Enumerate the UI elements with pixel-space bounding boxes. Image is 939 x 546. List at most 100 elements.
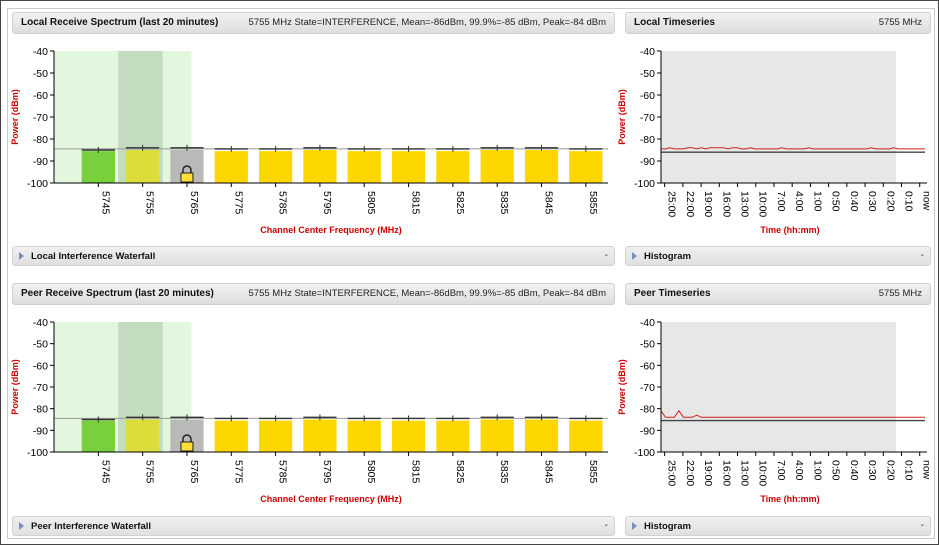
x-tick-label: 0:30 (866, 460, 878, 481)
spectrum-bar (569, 151, 603, 183)
peer-timeseries-header: Peer Timeseries 5755 MHz (625, 283, 931, 305)
x-tick-label: 0:20 (884, 191, 896, 212)
x-tick-label: 10:00 (757, 460, 769, 486)
spectrum-bar (126, 150, 160, 183)
x-tick-label: 22:00 (684, 191, 696, 217)
local-timeseries-freq: 5755 MHz (878, 17, 922, 28)
y-tick-label: -60 (33, 360, 48, 372)
spectrum-bar (524, 150, 559, 183)
local-histogram-toggle[interactable]: Histogram - (625, 246, 931, 266)
x-axis-label: Channel Center Frequency (MHz) (260, 225, 402, 235)
peer-histogram-toggle[interactable]: Histogram - (625, 516, 931, 536)
peer-timeseries-title: Peer Timeseries (634, 288, 711, 299)
y-tick-label: -70 (640, 382, 655, 394)
peer-waterfall-toggle[interactable]: Peer Interference Waterfall - (12, 516, 615, 536)
x-tick-label: 1:00 (811, 460, 823, 481)
spectrum-bar (303, 419, 337, 452)
x-tick-label: 5845 (543, 460, 555, 484)
history-area (661, 51, 897, 183)
x-tick-label: 0:50 (830, 460, 842, 481)
x-tick-label: 16:00 (720, 460, 732, 486)
y-tick-label: -40 (640, 317, 655, 329)
y-tick-label: -80 (640, 134, 655, 146)
collapse-dash: - (920, 520, 924, 531)
y-tick-label: -90 (640, 425, 655, 437)
spectrum-bar (303, 150, 337, 183)
y-axis-label: Power (dBm) (617, 359, 627, 415)
x-axis-label: Channel Center Frequency (MHz) (260, 494, 402, 504)
peak-series-line (660, 409, 925, 418)
y-tick-label: -40 (640, 46, 655, 58)
x-tick-label: 0:10 (902, 460, 914, 481)
x-tick-label: 0:40 (848, 191, 860, 212)
y-tick-label: -50 (33, 339, 48, 351)
spectrum-bar (436, 151, 470, 183)
y-tick-label: -60 (640, 360, 655, 372)
peer-spectrum-header: Peer Receive Spectrum (last 20 minutes) … (12, 283, 615, 305)
expand-triangle-icon (632, 252, 637, 260)
y-tick-label: -90 (33, 425, 48, 437)
history-area (661, 322, 897, 452)
y-tick-label: -50 (640, 68, 655, 80)
x-tick-label: 5755 (144, 460, 156, 484)
x-tick-label: 5835 (498, 460, 510, 484)
x-tick-label: 5825 (454, 460, 466, 484)
spectrum-bar (214, 420, 248, 452)
x-tick-label: 5825 (454, 191, 466, 215)
y-tick-label: -70 (33, 112, 48, 124)
x-tick-label: 22:00 (684, 460, 696, 486)
local-spectrum-title: Local Receive Spectrum (last 20 minutes) (21, 17, 219, 28)
spectrum-bar (569, 420, 603, 452)
local-histogram-label: Histogram (644, 251, 691, 262)
x-tick-label: 5765 (188, 191, 200, 215)
x-tick-label: 5805 (365, 191, 377, 215)
x-tick-label: 5815 (410, 191, 422, 215)
x-tick-label: 4:00 (793, 460, 805, 481)
x-tick-label: 25:00 (666, 460, 678, 486)
expand-triangle-icon (19, 252, 24, 260)
y-tick-label: -40 (33, 46, 48, 58)
x-tick-label: 5845 (543, 191, 555, 215)
y-tick-label: -60 (33, 90, 48, 102)
spectrum-bar (480, 419, 514, 452)
spectrum-bar (391, 151, 426, 183)
spectrum-bar (524, 419, 559, 452)
x-tick-label: 16:00 (720, 191, 732, 217)
x-tick-label: 5855 (587, 191, 599, 215)
spectrum-bar (347, 151, 381, 183)
spectrum-panel-inner (7, 8, 935, 539)
expand-triangle-icon (632, 522, 637, 530)
x-tick-label: 4:00 (793, 191, 805, 212)
y-tick-label: -90 (640, 156, 655, 168)
spectrum-bar (214, 151, 248, 183)
spectrum-bar (81, 420, 115, 452)
x-tick-label: 5775 (232, 460, 244, 484)
x-axis-label: Time (hh:mm) (760, 494, 819, 504)
local-waterfall-toggle[interactable]: Local Interference Waterfall - (12, 246, 615, 266)
x-tick-label: 0:10 (902, 191, 914, 212)
lock-icon (182, 434, 192, 442)
x-tick-label: 10:00 (757, 191, 769, 217)
x-axis-label: Time (hh:mm) (760, 225, 819, 235)
x-tick-label: 13:00 (739, 191, 751, 217)
peer-spectrum-title: Peer Receive Spectrum (last 20 minutes) (21, 288, 214, 299)
x-tick-label: 5815 (410, 460, 422, 484)
x-tick-label: 0:30 (866, 191, 878, 212)
y-tick-label: -80 (640, 404, 655, 416)
y-tick-label: -70 (640, 112, 655, 124)
x-tick-label: 19:00 (702, 191, 714, 217)
peer-spectrum-stats: 5755 MHz State=INTERFERENCE, Mean=-86dBm… (248, 288, 606, 299)
x-tick-label: 0:20 (884, 460, 896, 481)
y-tick-label: -80 (33, 134, 48, 146)
x-tick-label: 25:00 (666, 191, 678, 217)
x-tick-label: 19:00 (702, 460, 714, 486)
y-tick-label: -100 (634, 447, 655, 459)
x-tick-label: 0:50 (830, 191, 842, 212)
expand-triangle-icon (19, 522, 24, 530)
x-tick-label: 1:00 (811, 191, 823, 212)
local-timeseries-header: Local Timeseries 5755 MHz (625, 12, 931, 34)
x-tick-label: now (921, 191, 933, 211)
y-tick-label: -40 (33, 317, 48, 329)
